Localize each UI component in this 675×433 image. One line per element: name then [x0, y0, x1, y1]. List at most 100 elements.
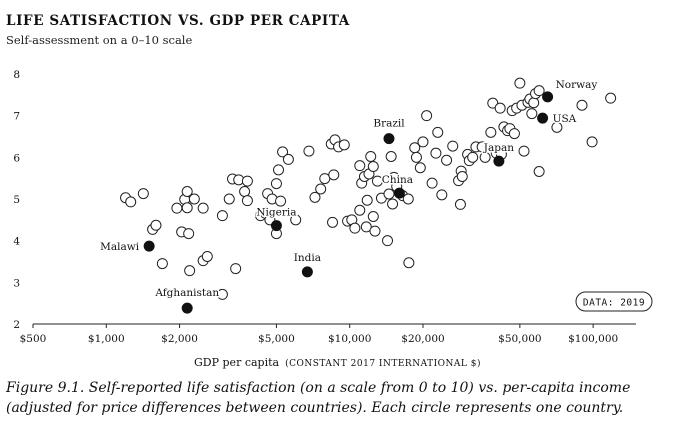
chart-subtitle: Self-assessment on a 0–10 scale	[6, 33, 193, 47]
data-year-badge: DATA: 2019	[575, 291, 653, 312]
country-point	[282, 153, 294, 165]
country-point	[184, 265, 196, 277]
country-point	[382, 235, 394, 247]
country-point	[605, 92, 617, 104]
country-point	[303, 145, 315, 157]
country-point	[309, 191, 321, 203]
country-point	[436, 189, 448, 201]
country-point	[551, 121, 563, 133]
country-label: India	[294, 252, 321, 264]
country-point	[125, 196, 137, 208]
country-point	[426, 177, 438, 189]
country-point	[216, 288, 228, 300]
country-point	[315, 183, 327, 195]
x-tick-label: $20,000	[401, 333, 444, 345]
country-point	[241, 195, 253, 207]
country-point	[354, 160, 366, 172]
country-point	[223, 193, 235, 205]
country-point	[403, 257, 415, 269]
highlighted-point	[270, 220, 282, 232]
country-point	[328, 169, 340, 181]
highlighted-point	[542, 91, 554, 103]
country-label: Afghanistan	[154, 287, 219, 299]
x-axis-label: GDP per capita (CONSTANT 2017 INTERNATION…	[0, 356, 675, 369]
country-point	[367, 211, 379, 222]
data-year-badge-text: DATA: 2019	[583, 298, 645, 309]
country-label: Malawi	[100, 241, 140, 253]
country-point	[365, 151, 377, 162]
points	[120, 77, 617, 300]
country-point	[360, 221, 372, 233]
country-point	[410, 151, 422, 163]
country-point	[275, 195, 287, 207]
country-point	[277, 146, 289, 158]
country-point	[479, 151, 491, 163]
country-point	[338, 139, 350, 151]
country-label: Japan	[483, 142, 514, 154]
country-point	[576, 99, 588, 111]
country-point	[430, 147, 442, 159]
country-point	[528, 97, 540, 109]
highlighted-point	[143, 240, 155, 252]
country-point	[197, 202, 209, 214]
country-point	[354, 204, 366, 216]
country-point	[586, 136, 598, 148]
x-tick-label: $100,000	[568, 333, 618, 345]
country-point	[432, 126, 444, 138]
highlighted-point	[493, 155, 505, 167]
x-tick-label: $500	[20, 333, 47, 345]
country-point	[456, 171, 468, 182]
country-point	[371, 175, 383, 187]
country-point	[417, 136, 429, 148]
x-tick-label: $2,000	[161, 333, 198, 345]
country-point	[188, 193, 200, 205]
x-axis-title: GDP per capita	[194, 356, 280, 369]
highlighted-point	[383, 133, 395, 145]
highlighted-point	[393, 187, 405, 199]
country-point	[533, 166, 545, 177]
country-point	[201, 251, 213, 262]
highlighted-points	[143, 91, 554, 314]
country-point	[239, 186, 251, 197]
country-label: Norway	[556, 79, 598, 91]
country-point	[230, 263, 242, 275]
country-point	[137, 188, 149, 200]
country-point	[467, 151, 479, 163]
country-point	[383, 188, 395, 200]
country-point	[402, 193, 414, 205]
country-label: China	[382, 174, 413, 186]
x-axis-unit: (CONSTANT 2017 INTERNATIONAL $)	[285, 359, 481, 369]
y-tick-label: 6	[13, 152, 20, 164]
x-ticks: $500 $1,000 $2,000 $5,000 $10,000 $20,000 $50,…	[20, 324, 618, 345]
country-point	[447, 140, 459, 152]
country-point	[150, 219, 162, 231]
country-point	[385, 151, 397, 162]
country-point	[349, 222, 361, 234]
country-point	[508, 128, 520, 140]
country-point	[485, 126, 497, 138]
country-point	[387, 198, 399, 210]
country-point	[441, 154, 453, 166]
country-point	[181, 202, 193, 214]
country-point	[526, 108, 538, 120]
country-point	[454, 198, 466, 210]
country-point	[518, 145, 530, 157]
country-point	[216, 210, 228, 222]
country-point	[171, 202, 183, 214]
highlighted-point	[181, 302, 193, 314]
x-tick-label: $5,000	[258, 333, 295, 345]
x-tick-label: $50,000	[498, 333, 541, 345]
highlighted-point	[301, 266, 313, 278]
country-point	[361, 194, 373, 206]
chart-title: LIFE SATISFACTION VS. GDP PER CAPITA	[6, 13, 350, 29]
country-point	[476, 141, 488, 153]
country-point	[514, 77, 526, 89]
country-point	[327, 216, 339, 228]
country-point	[421, 110, 433, 122]
country-label: Nigeria	[256, 207, 296, 219]
country-label: USA	[553, 113, 577, 125]
country-point	[533, 85, 545, 97]
country-point	[494, 102, 506, 114]
y-tick-label: 5	[13, 194, 20, 206]
